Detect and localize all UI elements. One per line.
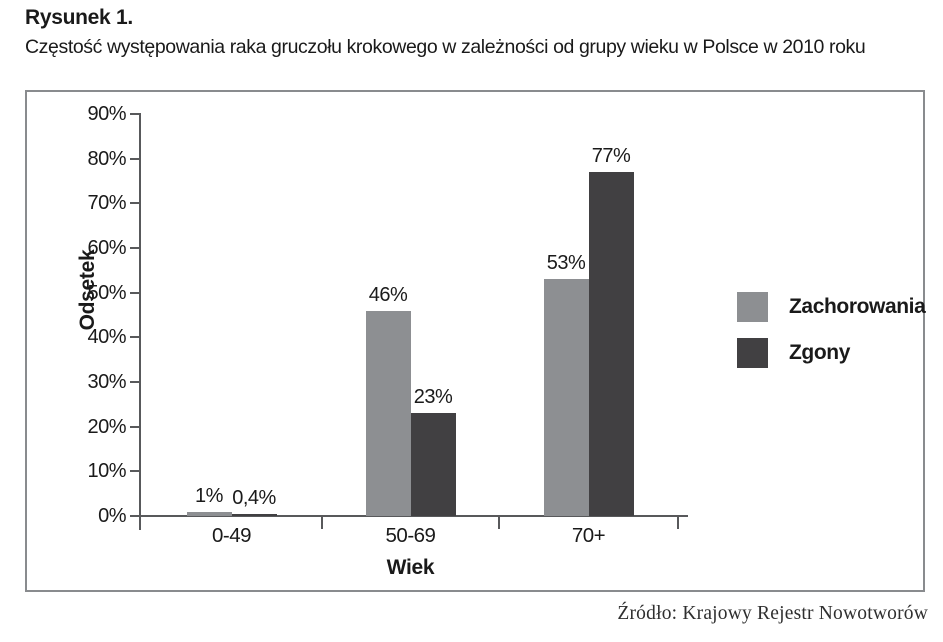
x-axis-tick	[321, 516, 323, 529]
y-axis-tick	[130, 515, 140, 517]
bar-value-label: 0,4%	[232, 487, 276, 509]
x-axis-title: Wiek	[386, 556, 435, 579]
bar-value-label: 23%	[413, 386, 453, 408]
x-axis-tick	[677, 516, 679, 529]
x-axis-line	[139, 515, 688, 517]
chart-frame	[25, 90, 925, 592]
y-axis-tick-label: 0%	[98, 505, 126, 527]
bar-value-label: 46%	[368, 284, 408, 306]
y-axis-tick	[130, 247, 140, 249]
y-axis-tick	[130, 202, 140, 205]
bar-zgony-0-49	[231, 514, 277, 516]
y-axis-tick	[130, 291, 140, 294]
x-axis-tick	[498, 516, 500, 529]
y-axis-tick	[130, 336, 140, 339]
bar-value-label: 53%	[546, 252, 586, 274]
bar-zachorowania-70+	[543, 279, 589, 516]
x-category-label: 70+	[571, 524, 606, 547]
x-category-label: 0-49	[211, 524, 252, 547]
y-axis-tick-label: 60%	[87, 237, 126, 259]
figure-label: Rysunek 1.	[25, 6, 133, 29]
y-axis-tick	[130, 157, 140, 160]
y-axis-tick	[130, 113, 140, 115]
y-axis-tick	[130, 425, 140, 428]
x-category-label: 50-69	[385, 524, 436, 547]
bar-zgony-50-69	[410, 413, 456, 516]
legend-swatch-zgony	[737, 338, 768, 368]
y-axis-tick	[130, 381, 140, 383]
bar-value-label: 1%	[195, 485, 223, 507]
y-axis-tick	[130, 470, 140, 473]
y-axis-tick-label: 10%	[87, 460, 126, 483]
bar-zachorowania-50-69	[365, 311, 411, 516]
legend-label-zgony: Zgony	[789, 341, 850, 364]
y-axis-tick-label: 40%	[87, 326, 126, 349]
bar-value-label: 77%	[591, 145, 631, 167]
y-axis-tick-label: 50%	[87, 281, 126, 304]
legend-label-zachorowania: Zachorowania	[789, 295, 926, 318]
figure-title: Częstość występowania raka gruczołu krok…	[25, 36, 866, 58]
y-axis-tick-label: 80%	[87, 147, 126, 170]
y-axis-line	[139, 113, 141, 530]
source-credit: Źródło: Krajowy Rejestr Nowotworów	[617, 603, 928, 624]
bar-zachorowania-0-49	[186, 512, 232, 516]
y-axis-tick-label: 70%	[87, 192, 126, 215]
legend-swatch-zachorowania	[737, 292, 768, 322]
y-axis-tick-label: 20%	[87, 415, 126, 438]
y-axis-title: Odsetek	[76, 249, 99, 331]
y-axis-tick-label: 30%	[87, 371, 126, 393]
bar-zgony-70+	[588, 172, 634, 516]
y-axis-tick-label: 90%	[87, 103, 126, 125]
